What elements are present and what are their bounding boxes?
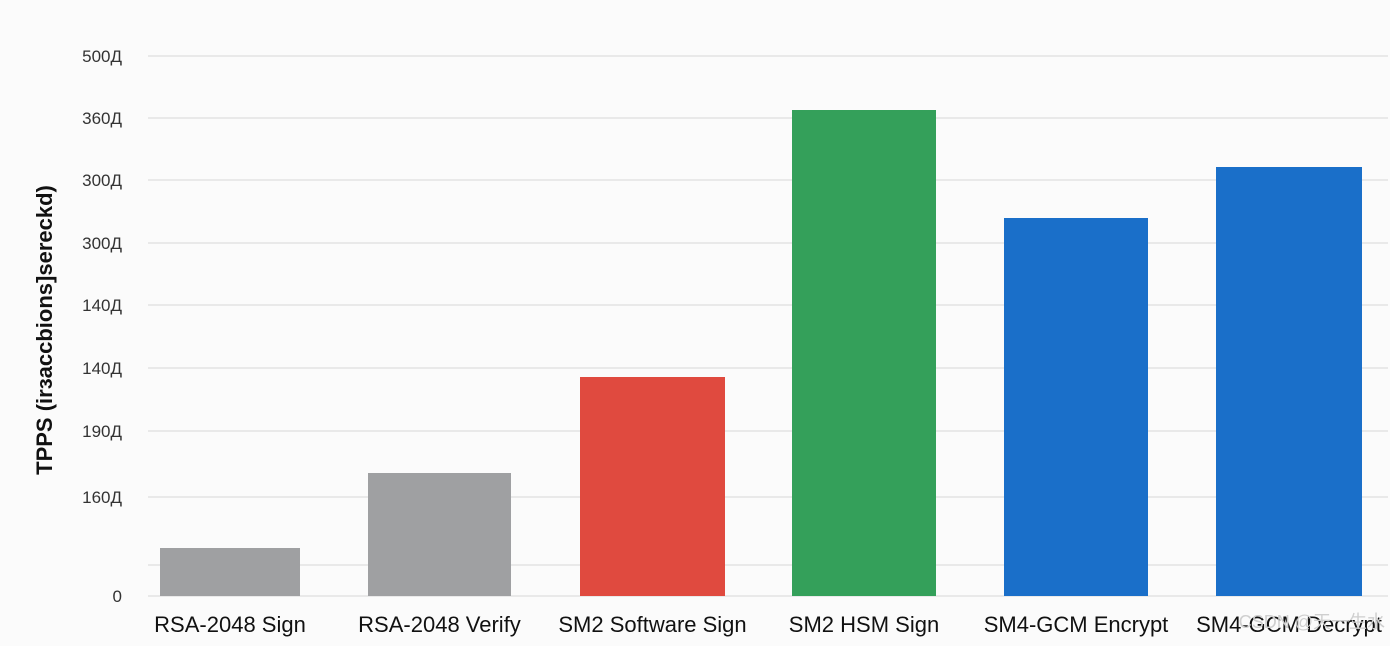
bar: [580, 377, 725, 596]
x-category-label: SM2 Software Sign: [558, 612, 746, 637]
x-category-label: SM4-GCM Encrypt: [984, 612, 1169, 637]
bars: [160, 110, 1362, 596]
y-tick-label: 500Д: [82, 47, 122, 66]
watermark: CSDN @天一生水: [1239, 612, 1385, 632]
bar: [160, 548, 300, 596]
y-tick-label: 360Д: [82, 109, 122, 128]
y-tick-label: 300Д: [82, 234, 122, 253]
y-tick-label: 300Д: [82, 171, 122, 190]
y-tick-label: 0: [113, 587, 122, 606]
y-axis-label: TPPS (irзaccbions]sereckd): [32, 185, 57, 475]
x-axis-categories: RSA-2048 Sign RSA-2048 Verify SM2 Software…: [154, 612, 1382, 637]
bar: [1004, 218, 1148, 596]
y-axis-ticks: 0 160Д 190Д 140Д 140Д 300Д 300Д 360Д 500Д: [82, 47, 122, 606]
y-tick-label: 140Д: [82, 359, 122, 378]
x-category-label: SM2 HSM Sign: [789, 612, 939, 637]
x-category-label: RSA-2048 Sign: [154, 612, 306, 637]
bar: [1216, 167, 1362, 596]
y-tick-label: 160Д: [82, 488, 122, 507]
gridlines: [148, 55, 1388, 597]
y-tick-label: 190Д: [82, 422, 122, 441]
y-tick-label: 140Д: [82, 296, 122, 315]
bar: [792, 110, 936, 596]
x-category-label: SM4-GCM Decrypt: [1196, 612, 1382, 637]
x-category-label: RSA-2048 Verify: [358, 612, 521, 637]
bar: [368, 473, 511, 596]
